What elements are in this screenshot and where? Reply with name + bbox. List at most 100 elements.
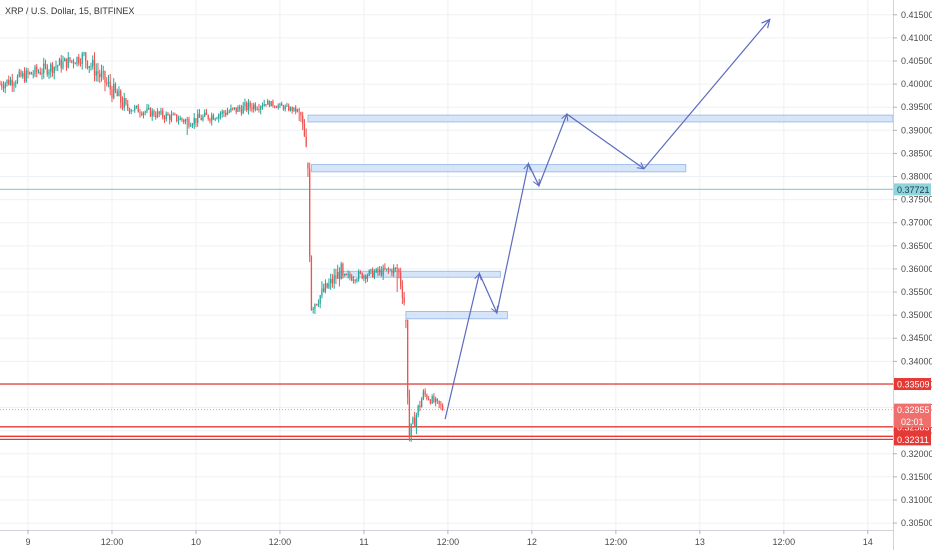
candle-body bbox=[410, 423, 412, 436]
candle-body bbox=[50, 64, 52, 72]
candle-body bbox=[16, 76, 19, 83]
candle-body bbox=[338, 271, 341, 280]
candle-body bbox=[239, 106, 241, 109]
x-tick-label: 12 bbox=[527, 537, 537, 547]
candle-body bbox=[204, 112, 206, 117]
x-axis-ticks: 9 12:00 10 12:00 11 12:00 12 12:00 13 12:00 14 bbox=[25, 530, 873, 547]
candle-body bbox=[148, 108, 150, 110]
candle-body bbox=[428, 398, 430, 400]
candle-body bbox=[400, 272, 402, 286]
candle-body bbox=[6, 79, 8, 84]
candle-body bbox=[228, 111, 230, 113]
y-tick-label: 0.40000 bbox=[901, 79, 932, 89]
axes bbox=[0, 0, 894, 550]
candle-body bbox=[120, 90, 122, 103]
candle-body bbox=[214, 118, 216, 120]
candle-body bbox=[78, 57, 80, 64]
candle-body bbox=[317, 303, 320, 305]
x-tick-label: 12:00 bbox=[605, 537, 628, 547]
candle-body bbox=[319, 295, 321, 304]
candle-body bbox=[398, 269, 400, 273]
price-label: 0.32311 bbox=[897, 435, 929, 445]
candle-body bbox=[118, 90, 120, 97]
grid-lines bbox=[0, 0, 893, 530]
candle-body bbox=[424, 391, 426, 395]
candle-body bbox=[261, 106, 264, 108]
candle-body bbox=[298, 109, 300, 111]
chart-title: XRP / U.S. Dollar, 15, BITFINEX bbox=[5, 6, 134, 16]
candle-body bbox=[107, 81, 110, 83]
candle-body bbox=[337, 271, 339, 279]
candle-body bbox=[417, 405, 419, 415]
candle-body bbox=[286, 105, 288, 107]
candle-body bbox=[256, 108, 258, 110]
candle-body bbox=[170, 114, 173, 121]
candle-body bbox=[247, 102, 250, 111]
arrow-turn-head bbox=[636, 162, 645, 170]
candle-body bbox=[76, 57, 78, 64]
candle-body bbox=[15, 82, 17, 85]
candle-body bbox=[95, 71, 97, 76]
candle-body bbox=[202, 116, 204, 121]
candle-body bbox=[93, 59, 96, 76]
y-tick-label: 0.34000 bbox=[901, 356, 932, 366]
candle-body bbox=[67, 57, 69, 68]
candle-body bbox=[190, 125, 192, 127]
candle-body bbox=[44, 63, 47, 66]
candle-body bbox=[195, 118, 197, 123]
x-tick-label: 10 bbox=[191, 537, 201, 547]
candle-body bbox=[221, 111, 223, 114]
candle-body bbox=[242, 105, 244, 114]
candle-body bbox=[116, 91, 118, 97]
candle-body bbox=[403, 297, 405, 303]
x-tick-label: 12:00 bbox=[101, 537, 124, 547]
candle-body bbox=[102, 71, 104, 73]
candle-body bbox=[127, 104, 129, 109]
candle-body bbox=[331, 278, 334, 284]
candle-body bbox=[361, 272, 363, 279]
candle-body bbox=[13, 84, 15, 86]
candle-body bbox=[149, 108, 152, 117]
candle-body bbox=[109, 81, 111, 90]
candle-body bbox=[18, 71, 20, 77]
y-tick-label: 0.36500 bbox=[901, 241, 932, 251]
price-labels: 0.335090.325830.323770.323110.377210.329… bbox=[894, 183, 931, 446]
candle-body bbox=[302, 115, 304, 124]
candle-body bbox=[414, 417, 416, 427]
candle-body bbox=[114, 83, 117, 92]
candle-body bbox=[431, 396, 433, 404]
price-label-bg bbox=[894, 183, 931, 196]
candle-body bbox=[132, 110, 134, 112]
candle-body bbox=[184, 119, 187, 122]
candle-body bbox=[39, 72, 41, 75]
candle-body bbox=[37, 72, 40, 74]
candle-body bbox=[265, 104, 267, 106]
candle-body bbox=[352, 279, 355, 281]
candle-body bbox=[205, 112, 208, 115]
y-tick-label: 0.41000 bbox=[901, 33, 932, 43]
arrow-turn-head bbox=[532, 178, 540, 187]
candle-body bbox=[151, 110, 153, 117]
candle-body bbox=[366, 275, 369, 280]
candle-body bbox=[128, 108, 131, 112]
last-price-label: 0.32955 bbox=[897, 405, 930, 415]
candle-body bbox=[393, 267, 395, 274]
candle-body bbox=[291, 107, 293, 111]
candle-body bbox=[186, 119, 188, 121]
candle-body bbox=[113, 83, 115, 99]
candle-body bbox=[274, 106, 276, 108]
candle-body bbox=[363, 275, 365, 279]
candle-body bbox=[111, 89, 113, 99]
candle-body bbox=[183, 119, 185, 122]
candle-body bbox=[354, 279, 356, 281]
candle-body bbox=[90, 65, 92, 67]
candle-body bbox=[165, 113, 167, 120]
x-tick-label: 11 bbox=[359, 537, 368, 547]
candle-body bbox=[249, 102, 251, 108]
candle-body bbox=[268, 100, 271, 107]
candle-body bbox=[100, 72, 103, 77]
countdown-label: 02:01 bbox=[901, 417, 924, 427]
candle-body bbox=[401, 285, 404, 298]
y-tick-label: 0.37500 bbox=[901, 195, 932, 205]
price-zone bbox=[311, 164, 687, 173]
